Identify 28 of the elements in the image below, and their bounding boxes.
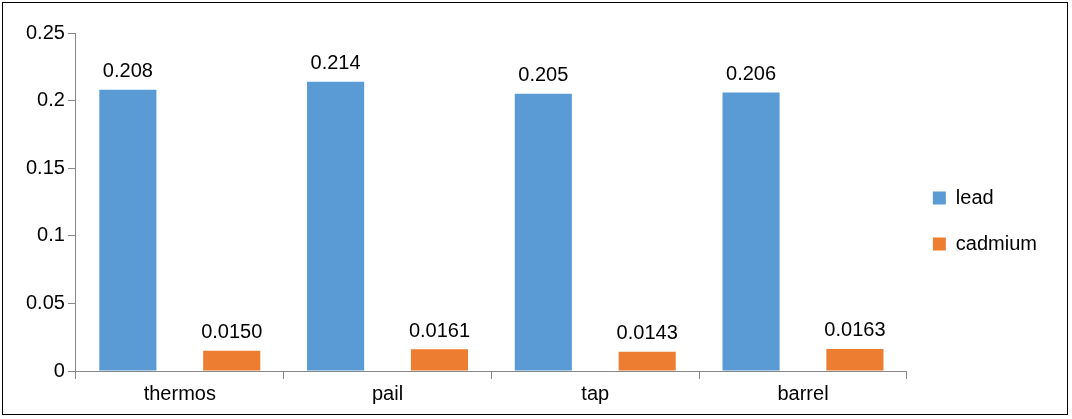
y-tick-label: 0.05 [25,290,65,313]
bar [514,93,572,371]
data-label: 0.0143 [616,321,678,344]
x-tick-label: pail [371,381,404,404]
data-label: 0.0163 [824,318,886,341]
y-tick-label: 0.1 [37,223,65,246]
x-tick-label: barrel [777,381,829,404]
x-tick-label: thermos [143,381,216,404]
y-tick-label: 0.15 [25,155,65,178]
bar [618,351,676,371]
bar [203,350,261,371]
data-label: 0.208 [102,59,153,82]
bar [99,89,157,371]
x-tick-label: tap [581,381,610,404]
y-tick-label: 0 [53,358,65,381]
legend-label: cadmium [955,231,1038,254]
data-label: 0.0150 [201,320,263,343]
data-label: 0.214 [310,51,361,74]
data-label: 0.206 [726,62,777,84]
bar [722,92,780,371]
bar [307,81,365,371]
bar [410,349,469,371]
y-tick-label: 0.25 [25,20,65,43]
legend-label: lead [955,185,994,208]
y-tick-label: 0.2 [37,88,65,111]
data-label: 0.205 [518,63,569,86]
data-label: 0.0161 [408,318,471,341]
bar [826,348,884,371]
